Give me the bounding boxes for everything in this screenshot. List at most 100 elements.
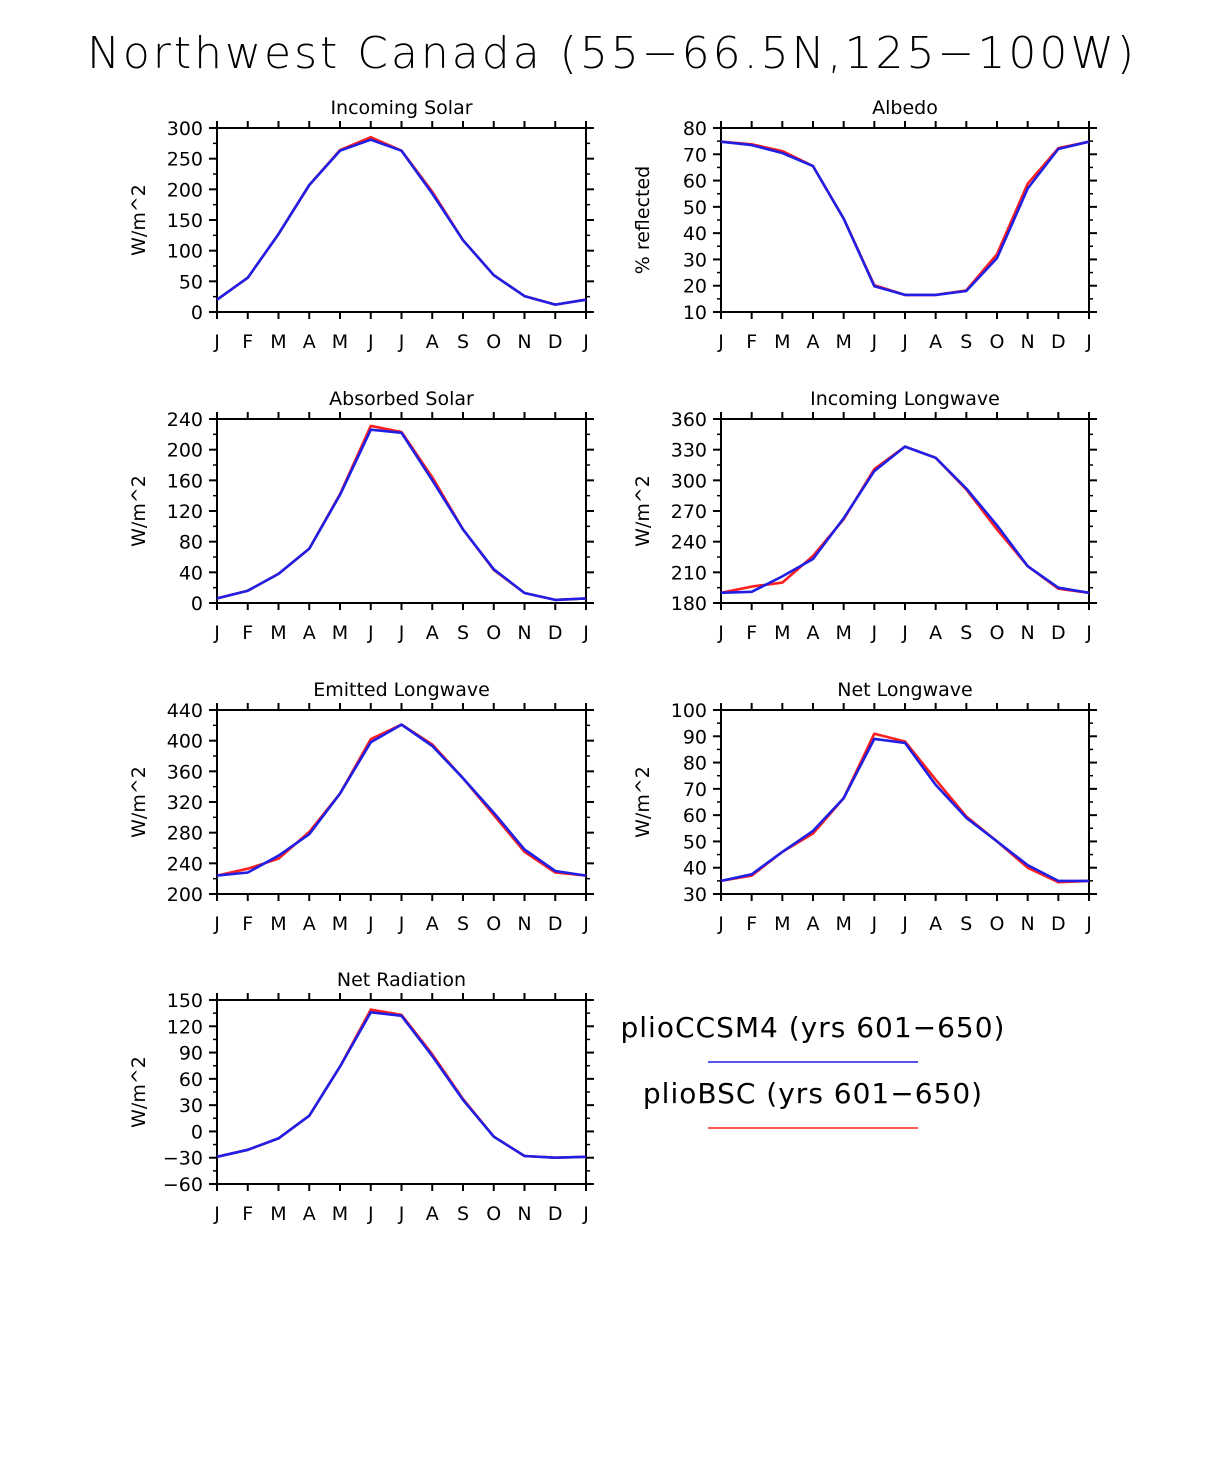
y-tick-label: 180 <box>671 593 707 615</box>
x-tick-label: J <box>367 331 374 353</box>
x-tick-label: D <box>1051 622 1066 644</box>
x-tick-label: A <box>929 331 942 353</box>
y-tick-label: 40 <box>683 858 707 880</box>
x-tick-label: A <box>426 622 439 644</box>
x-tick-label: O <box>486 622 501 644</box>
legend-label-plioccsm4: plioCCSM4 (yrs 601−650) <box>621 1011 1006 1044</box>
x-tick-label: J <box>582 622 589 644</box>
panel-title: Absorbed Solar <box>329 388 474 410</box>
x-tick-label: A <box>426 913 439 935</box>
y-tick-label: 90 <box>683 726 707 748</box>
y-tick-label: 400 <box>167 731 203 753</box>
x-tick-label: M <box>835 622 851 644</box>
y-tick-label: 80 <box>683 118 707 140</box>
y-tick-label: 200 <box>167 884 203 906</box>
x-tick-label: M <box>774 913 790 935</box>
x-tick-label: A <box>929 913 942 935</box>
y-tick-label: 250 <box>167 149 203 171</box>
x-tick-label: J <box>871 331 878 353</box>
series-line-plioccsm4 <box>720 737 1089 883</box>
series-line-plioccsm4 <box>216 428 587 602</box>
x-tick-label: A <box>303 622 316 644</box>
x-tick-label: J <box>367 1203 374 1225</box>
y-tick-label: 30 <box>179 1095 203 1117</box>
x-tick-label: M <box>835 913 851 935</box>
x-tick-label: J <box>398 622 405 644</box>
y-axis-label: W/m^2 <box>632 766 654 838</box>
x-tick-label: M <box>835 331 851 353</box>
y-tick-label: 10 <box>683 302 707 324</box>
panel-title: Albedo <box>872 97 938 119</box>
figure-title: Northwest Canada (55−66.5N,125−100W) <box>87 28 1137 79</box>
y-tick-label: 30 <box>683 249 707 271</box>
x-tick-label: J <box>398 331 405 353</box>
x-tick-label: N <box>1021 622 1035 644</box>
y-tick-label: 330 <box>671 440 707 462</box>
x-tick-label: F <box>242 1203 253 1225</box>
x-tick-label: O <box>486 1203 501 1225</box>
x-tick-label: J <box>213 622 220 644</box>
x-tick-label: M <box>332 1203 348 1225</box>
x-tick-label: J <box>1085 913 1092 935</box>
x-tick-label: A <box>807 331 820 353</box>
x-tick-label: J <box>901 331 908 353</box>
y-tick-label: 200 <box>167 179 203 201</box>
x-tick-label: A <box>807 913 820 935</box>
x-tick-label: M <box>774 622 790 644</box>
x-tick-label: A <box>303 913 316 935</box>
x-tick-label: S <box>457 331 469 353</box>
x-tick-label: O <box>990 331 1005 353</box>
x-tick-label: J <box>717 913 724 935</box>
y-tick-label: 20 <box>683 276 707 298</box>
y-tick-label: 360 <box>167 761 203 783</box>
series-line-pliobsc <box>720 732 1090 884</box>
x-tick-label: J <box>1085 622 1092 644</box>
x-tick-label: S <box>457 913 469 935</box>
x-tick-label: O <box>486 331 501 353</box>
y-axis-label: W/m^2 <box>128 1056 150 1128</box>
x-tick-label: S <box>960 913 972 935</box>
y-tick-label: 100 <box>671 700 707 722</box>
series-line-pliobsc <box>216 424 587 602</box>
y-tick-label: 0 <box>191 302 203 324</box>
y-tick-label: 240 <box>671 532 707 554</box>
x-tick-label: O <box>990 913 1005 935</box>
y-tick-label: 60 <box>683 805 707 827</box>
x-tick-label: S <box>457 622 469 644</box>
x-tick-label: A <box>303 331 316 353</box>
legend-label-pliobsc: plioBSC (yrs 601−650) <box>643 1077 983 1110</box>
y-tick-label: 0 <box>191 593 203 615</box>
x-tick-label: M <box>270 622 286 644</box>
x-tick-label: A <box>426 331 439 353</box>
plot-frame <box>216 127 587 313</box>
y-tick-label: 210 <box>671 562 707 584</box>
y-tick-label: 40 <box>683 223 707 245</box>
panel-title: Net Radiation <box>337 969 466 991</box>
x-tick-label: M <box>270 331 286 353</box>
y-tick-label: 120 <box>167 501 203 523</box>
x-tick-label: J <box>213 331 220 353</box>
x-tick-label: S <box>960 622 972 644</box>
y-tick-label: 60 <box>179 1069 203 1091</box>
y-tick-label: 70 <box>683 779 707 801</box>
y-tick-label: 200 <box>167 440 203 462</box>
y-tick-label: 30 <box>683 884 707 906</box>
x-tick-label: F <box>746 331 757 353</box>
x-tick-label: N <box>1021 913 1035 935</box>
x-tick-label: F <box>242 331 253 353</box>
panel-title: Incoming Solar <box>330 97 472 119</box>
x-tick-label: A <box>303 1203 316 1225</box>
x-tick-label: N <box>517 331 531 353</box>
y-tick-label: 240 <box>167 409 203 431</box>
x-tick-label: A <box>807 622 820 644</box>
y-tick-label: 0 <box>191 1121 203 1143</box>
x-tick-label: D <box>1051 913 1066 935</box>
